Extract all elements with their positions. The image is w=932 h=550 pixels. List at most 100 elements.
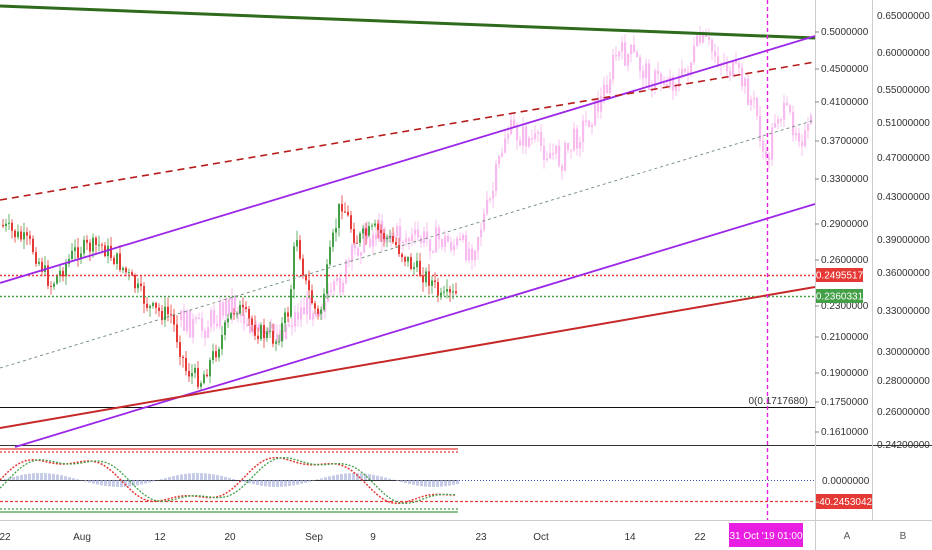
overlay-candle-body (654, 70, 657, 90)
price-candle-body (131, 272, 133, 275)
price-candle-body (284, 312, 286, 324)
time-tick-label: 12 (154, 532, 166, 543)
oscillator-histogram-bar (168, 477, 171, 480)
overlay-candle-body (294, 312, 297, 327)
price-candle-body (161, 310, 163, 321)
oscillator-histogram-bar (328, 476, 331, 480)
price-candle-body (362, 228, 364, 234)
oscillator-histogram-bar (320, 478, 323, 480)
auto-scale-button[interactable]: A (844, 531, 851, 542)
overlay-candle-body (534, 133, 537, 139)
overlay-candle-body (393, 235, 396, 237)
oscillator-histogram-bar (92, 480, 95, 484)
overlay-candle-body (501, 152, 504, 157)
oscillator-histogram-bar (172, 476, 175, 480)
oscillator-histogram-bar (440, 480, 443, 487)
oscillator-histogram-bar (120, 480, 123, 487)
overlay-candle-body (780, 119, 783, 121)
oscillator-pane[interactable] (0, 447, 815, 520)
overlay-candle-body (684, 68, 687, 72)
price-candle-body (353, 229, 355, 243)
price-candle-body (332, 232, 334, 247)
oscillator-histogram-bar (40, 473, 43, 480)
price-tick-label: 0.4500000 (821, 64, 869, 75)
price-tick-label: 0.3700000 (821, 136, 869, 147)
overlay-candle-body (783, 102, 786, 120)
overlay-candle-body (648, 63, 651, 91)
overlay-candle-body (603, 84, 606, 97)
overlay-candle-body (708, 36, 711, 40)
overlay-candle-body (339, 278, 342, 293)
price-axis[interactable]: 0.5000000 0.4500000 0.4100000 0.3700000 0.33… (815, 27, 869, 438)
oscillator-histogram-bar (76, 479, 79, 480)
overlay-candle-body (345, 260, 348, 283)
overlay-candle-body (810, 115, 813, 125)
price-candle-body (17, 231, 19, 238)
overlay-candle-body (573, 128, 576, 151)
oscillator-histogram-bar (388, 478, 391, 480)
price-candle-body (344, 211, 346, 213)
oscillator-histogram-bar (248, 480, 251, 484)
red-trend-line[interactable] (0, 286, 816, 429)
oscillator-histogram-bar (20, 474, 23, 480)
oscillator-histogram-bar (224, 476, 227, 480)
oscillator-line-red (0, 456, 457, 505)
price-candle-body (23, 232, 25, 240)
overlay-candle-body (300, 307, 303, 320)
secondary-price-tick-label: 0.24200000 (877, 440, 930, 451)
overlay-candle-body (183, 310, 186, 332)
overlay-candle-body (756, 97, 759, 116)
overlay-candle-body (306, 297, 309, 315)
price-candle-body (383, 233, 385, 240)
oscillator-axis[interactable]: 0.0000000 (822, 476, 870, 487)
overlay-candle-body (552, 152, 555, 155)
price-candle-body (176, 324, 178, 343)
overlay-candle-body (228, 298, 231, 314)
svg-text:-40.2453042: -40.2453042 (816, 497, 873, 508)
overlay-candle-body (195, 317, 198, 320)
overlay-candle-body (444, 235, 447, 247)
overlay-candle-body (765, 151, 768, 158)
overlay-candle-body (450, 242, 453, 251)
green-trend-line[interactable] (0, 4, 816, 40)
oscillator-histogram-bar (384, 477, 387, 480)
overlay-candle-body (669, 76, 672, 88)
secondary-scale-button[interactable]: B (900, 531, 907, 542)
overlay-candle-body (429, 239, 432, 252)
overlay-candle-body (576, 128, 579, 149)
main-pane[interactable] (0, 0, 815, 444)
channel-midline[interactable] (0, 119, 816, 369)
overlay-candle-body (405, 238, 408, 243)
oscillator-histogram-bar (12, 476, 15, 480)
price-candle-body (401, 254, 403, 258)
overlay-candle-body (621, 42, 624, 52)
red-dashed-trend-line[interactable] (0, 61, 816, 201)
time-axis[interactable]: 22 Aug 12 20 Sep 9 23 Oct 14 22 (0, 532, 706, 543)
overlay-candle-body (513, 119, 516, 127)
price-candle-body (428, 271, 430, 286)
oscillator-histogram-bar (188, 473, 191, 480)
fib-level-label: 0(0.1717680) (749, 396, 809, 407)
overlay-candle-body (363, 227, 366, 253)
price-candle-body (257, 335, 259, 340)
price-candle-body (77, 247, 79, 259)
price-candle-body (407, 257, 409, 262)
oscillator-histogram-bar (448, 480, 451, 486)
overlay-candle-body (399, 225, 402, 242)
overlay-candle-body (291, 325, 294, 328)
svg-text:0.2360331: 0.2360331 (816, 292, 864, 303)
secondary-price-axis[interactable]: 0.65000000 0.60000000 0.55000000 0.51000000… (877, 11, 930, 451)
channel-upper-line[interactable] (0, 35, 816, 284)
secondary-price-tick-label: 0.51000000 (877, 118, 930, 129)
overlay-candle-body (738, 63, 741, 68)
overlay-candle-body (207, 327, 210, 338)
channel-lower-line[interactable] (14, 203, 816, 448)
overlay-candle-body (453, 245, 456, 251)
oscillator-histogram-bar (220, 475, 223, 480)
overlay-candle-body (768, 157, 771, 160)
price-candle-body (215, 351, 217, 358)
price-tick-label: 0.2300000 (821, 301, 869, 312)
overlay-candle-body (729, 71, 732, 76)
price-candle-body (209, 360, 211, 377)
